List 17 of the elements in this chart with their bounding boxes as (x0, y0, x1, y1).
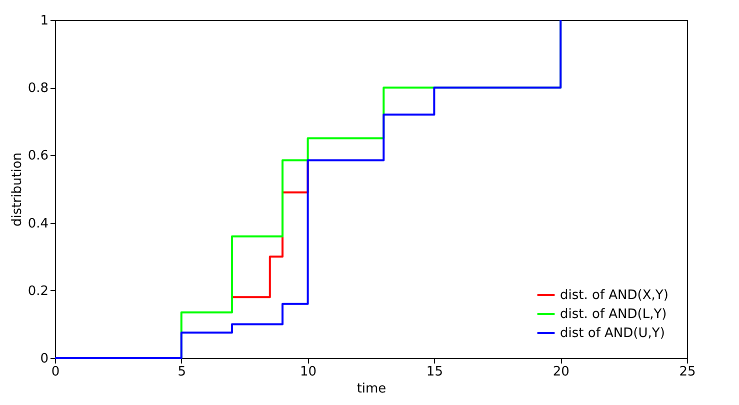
x-tick-label: 20 (552, 364, 570, 380)
legend-label: dist of AND(U,Y) (560, 326, 665, 341)
y-tick-label: 0.8 (28, 81, 48, 96)
x-tick-label: 25 (679, 364, 696, 380)
y-tick-label: 1 (40, 14, 48, 28)
x-axis-title: time (356, 382, 386, 396)
x-tick-label: 5 (178, 364, 186, 380)
legend-label: dist. of AND(X,Y) (560, 288, 668, 303)
y-tick-label: 0.6 (28, 148, 48, 164)
y-tick-label: 0 (40, 352, 48, 366)
y-tick-label: 0.2 (28, 284, 48, 299)
y-axis-title: distribution (10, 152, 25, 227)
x-tick-label: 10 (300, 364, 317, 380)
x-tick-label: 0 (51, 364, 60, 380)
x-tick-label: 15 (426, 364, 443, 380)
y-tick-label: 0.4 (28, 216, 48, 232)
legend-label: dist. of AND(L,Y) (560, 307, 667, 322)
